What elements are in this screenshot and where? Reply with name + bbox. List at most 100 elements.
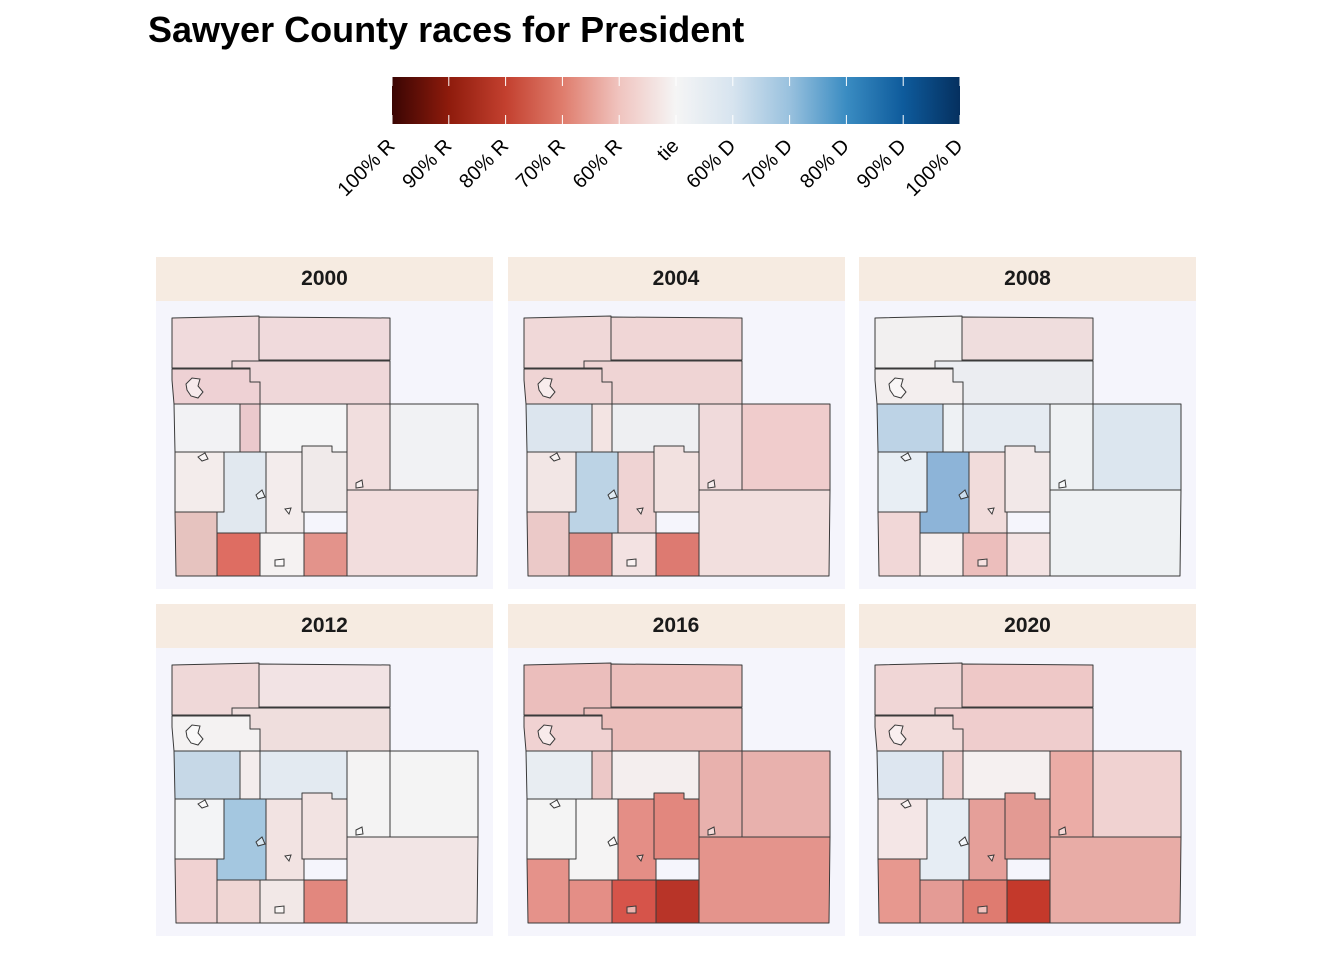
precinct-region xyxy=(174,858,218,924)
municipality-region xyxy=(626,558,636,567)
map-panel xyxy=(859,648,1196,936)
municipality-region xyxy=(635,854,644,863)
precinct-region xyxy=(525,403,592,453)
precinct-region xyxy=(301,445,348,513)
precinct-region xyxy=(1049,489,1182,577)
municipality-region xyxy=(284,854,292,863)
precinct-region xyxy=(265,451,305,534)
county-map xyxy=(523,662,830,924)
precinct-region xyxy=(741,403,830,491)
precinct-layer xyxy=(874,315,1182,577)
precinct-region xyxy=(617,451,656,534)
precinct-region xyxy=(653,792,699,860)
precinct-region xyxy=(523,662,611,716)
precinct-region xyxy=(877,798,928,860)
municipality-region xyxy=(255,489,266,500)
precinct-region xyxy=(303,879,348,924)
municipality-layer xyxy=(888,724,1067,914)
precinct-region xyxy=(611,879,656,924)
precinct-region xyxy=(874,662,963,716)
municipality-layer xyxy=(185,377,364,567)
precinct-region xyxy=(346,750,391,838)
municipality-region xyxy=(1058,479,1067,489)
precinct-region xyxy=(968,798,1008,881)
precinct-region xyxy=(174,451,225,513)
precinct-region xyxy=(610,316,742,361)
precinct-region xyxy=(611,532,656,577)
facet-2012: 2012 xyxy=(156,604,493,936)
map-panel xyxy=(156,301,493,589)
municipality-region xyxy=(185,724,204,746)
precinct-region xyxy=(258,316,391,361)
precinct-region xyxy=(655,532,699,577)
precinct-region xyxy=(259,750,348,800)
precinct-region xyxy=(961,316,1094,361)
precinct-region xyxy=(216,532,261,577)
precinct-region xyxy=(698,750,742,838)
facet-strip-title: 2004 xyxy=(507,257,845,301)
precinct-region xyxy=(265,798,305,881)
municipality-region xyxy=(606,489,618,500)
municipality-region xyxy=(1058,826,1067,836)
county-map xyxy=(171,315,479,577)
facet-strip-title: 2020 xyxy=(859,604,1196,648)
municipality-region xyxy=(888,377,907,399)
precinct-region xyxy=(174,798,225,860)
facet-2008: 2008 xyxy=(859,257,1196,589)
map-panel xyxy=(507,301,845,589)
legend-label: 60% R xyxy=(569,135,627,193)
precinct-region xyxy=(346,489,479,577)
precinct-region xyxy=(698,489,830,577)
precinct-region xyxy=(1049,750,1094,838)
municipality-region xyxy=(958,836,969,847)
precinct-region xyxy=(962,879,1008,924)
municipality-region xyxy=(635,507,644,516)
municipality-region xyxy=(977,558,988,567)
precinct-region xyxy=(655,879,699,924)
precinct-region xyxy=(617,798,656,881)
precinct-region xyxy=(259,403,348,453)
precinct-region xyxy=(591,403,612,453)
precinct-region xyxy=(611,750,699,800)
precinct-region xyxy=(301,792,348,860)
precinct-region xyxy=(171,662,260,716)
precinct-region xyxy=(239,750,261,800)
facet-2000: 2000 xyxy=(156,257,493,589)
precinct-region xyxy=(1006,879,1051,924)
precinct-region xyxy=(962,532,1008,577)
precinct-region xyxy=(698,403,742,491)
precinct-layer xyxy=(874,662,1182,924)
legend-label: 80% D xyxy=(796,135,854,193)
chart-title: Sawyer County races for President xyxy=(148,9,745,50)
precinct-region xyxy=(259,532,305,577)
municipality-layer xyxy=(536,377,716,567)
facet-strip-title: 2016 xyxy=(507,604,845,648)
municipality-region xyxy=(197,452,209,462)
county-map xyxy=(874,315,1182,577)
precinct-region xyxy=(174,511,218,577)
precinct-region xyxy=(1092,750,1182,838)
map-panel xyxy=(859,301,1196,589)
precinct-region xyxy=(526,451,576,513)
municipality-region xyxy=(987,507,995,516)
facet-strip-title: 2012 xyxy=(156,604,493,648)
municipality-region xyxy=(606,836,618,847)
precinct-region xyxy=(526,511,569,577)
facet-2020: 2020 xyxy=(859,604,1196,936)
precinct-region xyxy=(303,532,348,577)
precinct-layer xyxy=(523,662,830,924)
precinct-region xyxy=(741,750,830,838)
municipality-region xyxy=(274,905,285,914)
facet-strip-title: 2008 xyxy=(859,257,1196,301)
precinct-region xyxy=(942,403,964,453)
precinct-region xyxy=(389,750,479,838)
municipality-region xyxy=(197,799,209,809)
municipality-region xyxy=(284,507,292,516)
precinct-region xyxy=(1006,532,1051,577)
legend-label: 70% R xyxy=(512,135,570,193)
municipality-region xyxy=(548,452,561,462)
map-panel xyxy=(156,648,493,936)
municipality-region xyxy=(958,489,969,500)
